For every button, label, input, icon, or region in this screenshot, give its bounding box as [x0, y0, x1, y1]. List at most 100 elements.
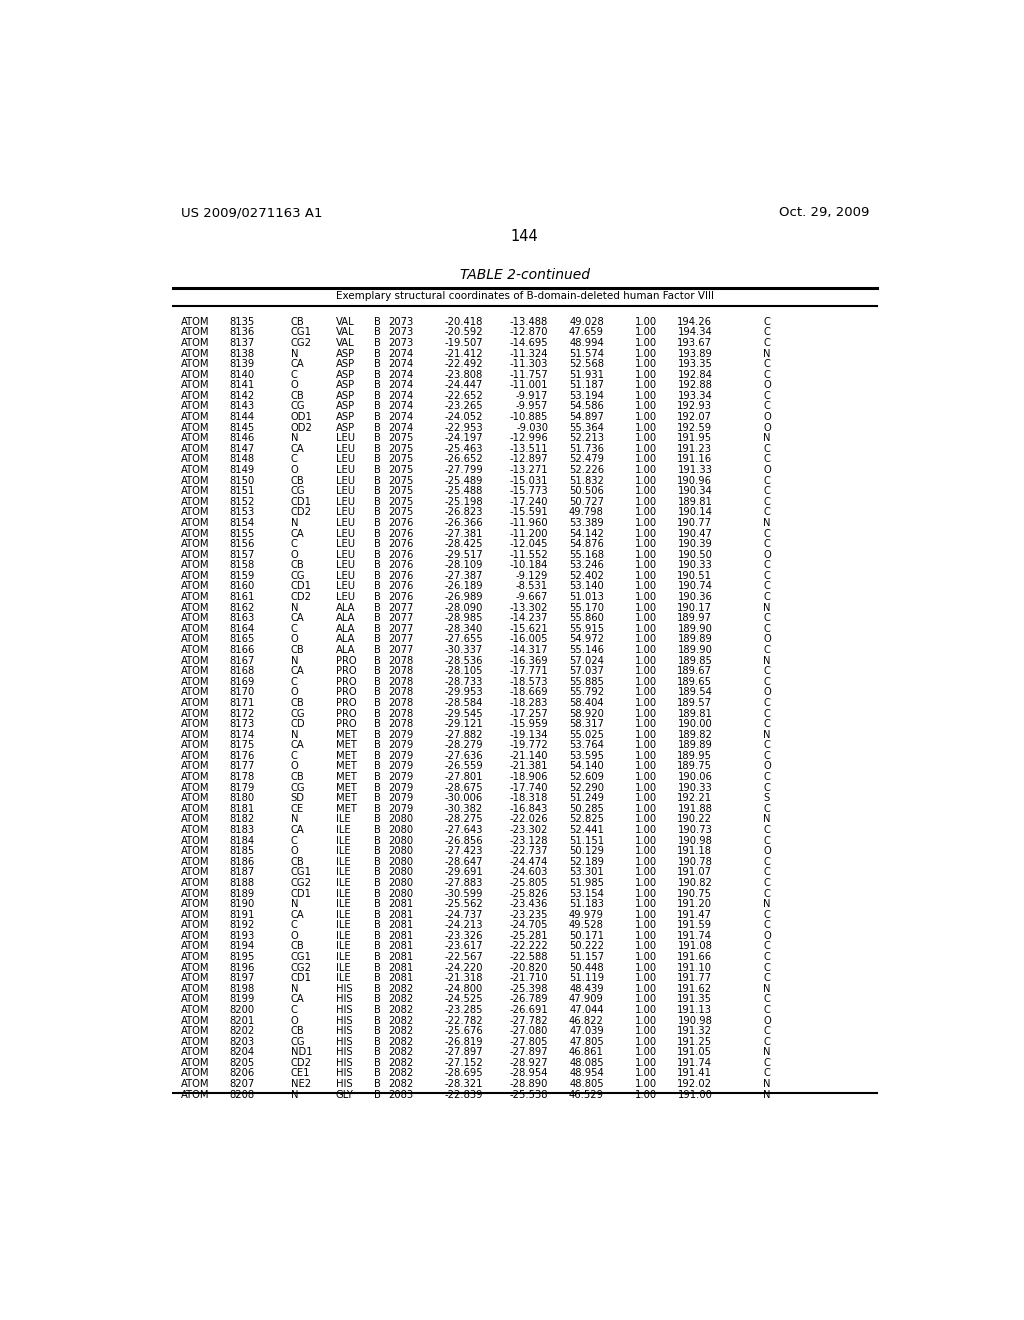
Text: ATOM: ATOM	[180, 370, 209, 380]
Text: ATOM: ATOM	[180, 465, 209, 475]
Text: ASP: ASP	[336, 348, 355, 359]
Text: CG: CG	[291, 783, 305, 792]
Text: -18.318: -18.318	[510, 793, 548, 803]
Text: N: N	[764, 1078, 771, 1089]
Text: 2081: 2081	[388, 973, 414, 983]
Text: 2074: 2074	[388, 359, 414, 370]
Text: 51.736: 51.736	[569, 444, 604, 454]
Text: MET: MET	[336, 762, 356, 771]
Text: 190.39: 190.39	[678, 539, 713, 549]
Text: 8172: 8172	[229, 709, 254, 718]
Text: 49.528: 49.528	[569, 920, 604, 931]
Text: C: C	[291, 454, 298, 465]
Text: 190.96: 190.96	[677, 475, 713, 486]
Text: 1.00: 1.00	[635, 983, 657, 994]
Text: 2076: 2076	[388, 593, 414, 602]
Text: CD1: CD1	[291, 973, 311, 983]
Text: 190.82: 190.82	[678, 878, 713, 888]
Text: 1.00: 1.00	[635, 603, 657, 612]
Text: 1.00: 1.00	[635, 560, 657, 570]
Text: ATOM: ATOM	[180, 741, 209, 750]
Text: -21.381: -21.381	[510, 762, 548, 771]
Text: O: O	[291, 762, 299, 771]
Text: -27.423: -27.423	[444, 846, 483, 857]
Text: 53.764: 53.764	[569, 741, 604, 750]
Text: LEU: LEU	[336, 475, 355, 486]
Text: B: B	[375, 475, 381, 486]
Text: 54.142: 54.142	[569, 528, 604, 539]
Text: -19.772: -19.772	[509, 741, 548, 750]
Text: C: C	[764, 338, 770, 348]
Text: ILE: ILE	[336, 857, 350, 867]
Text: -25.489: -25.489	[444, 475, 483, 486]
Text: 52.213: 52.213	[569, 433, 604, 444]
Text: 51.985: 51.985	[569, 878, 604, 888]
Text: -26.652: -26.652	[444, 454, 483, 465]
Text: 190.75: 190.75	[677, 888, 713, 899]
Text: LEU: LEU	[336, 454, 355, 465]
Text: MET: MET	[336, 772, 356, 781]
Text: 189.82: 189.82	[678, 730, 713, 739]
Text: 2077: 2077	[388, 603, 414, 612]
Text: -18.906: -18.906	[510, 772, 548, 781]
Text: -26.823: -26.823	[444, 507, 483, 517]
Text: 1.00: 1.00	[635, 614, 657, 623]
Text: O: O	[291, 846, 299, 857]
Text: -12.996: -12.996	[509, 433, 548, 444]
Text: ILE: ILE	[336, 952, 350, 962]
Text: C: C	[764, 973, 770, 983]
Text: C: C	[764, 867, 770, 878]
Text: -17.257: -17.257	[509, 709, 548, 718]
Text: ATOM: ATOM	[180, 688, 209, 697]
Text: C: C	[764, 475, 770, 486]
Text: 8189: 8189	[229, 888, 254, 899]
Text: CG2: CG2	[291, 338, 311, 348]
Text: 8191: 8191	[229, 909, 254, 920]
Text: ATOM: ATOM	[180, 348, 209, 359]
Text: 2079: 2079	[388, 783, 414, 792]
Text: -28.279: -28.279	[444, 741, 483, 750]
Text: ATOM: ATOM	[180, 888, 209, 899]
Text: NE2: NE2	[291, 1078, 311, 1089]
Text: ATOM: ATOM	[180, 1036, 209, 1047]
Text: 2074: 2074	[388, 348, 414, 359]
Text: 55.860: 55.860	[569, 614, 604, 623]
Text: ATOM: ATOM	[180, 496, 209, 507]
Text: 1.00: 1.00	[635, 401, 657, 412]
Text: 1.00: 1.00	[635, 899, 657, 909]
Text: B: B	[375, 1090, 381, 1100]
Text: N: N	[291, 1090, 298, 1100]
Text: B: B	[375, 338, 381, 348]
Text: 53.246: 53.246	[569, 560, 604, 570]
Text: ATOM: ATOM	[180, 667, 209, 676]
Text: 55.915: 55.915	[568, 624, 604, 634]
Text: 46.529: 46.529	[569, 1090, 604, 1100]
Text: 8194: 8194	[229, 941, 254, 952]
Text: 8190: 8190	[229, 899, 254, 909]
Text: -14.695: -14.695	[509, 338, 548, 348]
Text: 48.439: 48.439	[569, 983, 604, 994]
Text: 190.06: 190.06	[678, 772, 713, 781]
Text: 8205: 8205	[229, 1057, 254, 1068]
Text: -13.302: -13.302	[510, 603, 548, 612]
Text: 8180: 8180	[229, 793, 254, 803]
Text: 2075: 2075	[388, 486, 414, 496]
Text: 8184: 8184	[229, 836, 254, 846]
Text: CG: CG	[291, 486, 305, 496]
Text: 8207: 8207	[229, 1078, 254, 1089]
Text: 8175: 8175	[229, 741, 254, 750]
Text: 50.129: 50.129	[569, 846, 604, 857]
Text: N: N	[764, 433, 771, 444]
Text: C: C	[291, 539, 298, 549]
Text: -26.989: -26.989	[444, 593, 483, 602]
Text: 54.897: 54.897	[569, 412, 604, 422]
Text: C: C	[764, 677, 770, 686]
Text: -11.001: -11.001	[510, 380, 548, 391]
Text: B: B	[375, 1036, 381, 1047]
Text: B: B	[375, 380, 381, 391]
Text: -29.691: -29.691	[444, 867, 483, 878]
Text: ALA: ALA	[336, 635, 355, 644]
Text: 48.805: 48.805	[569, 1078, 604, 1089]
Text: CB: CB	[291, 317, 304, 327]
Text: 1.00: 1.00	[635, 952, 657, 962]
